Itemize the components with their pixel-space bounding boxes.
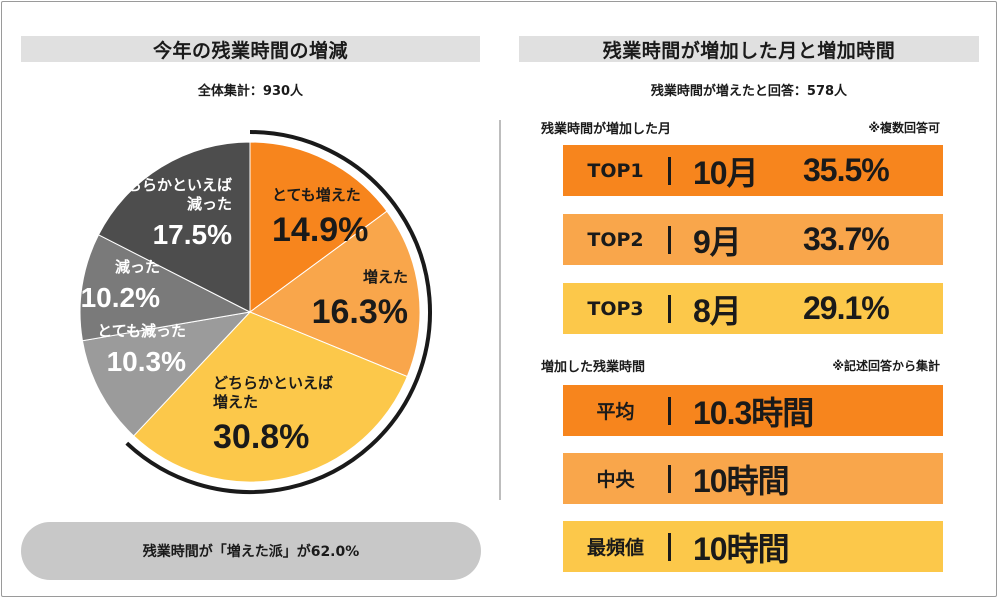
row-separator: [668, 225, 671, 254]
months-section-title: 残業時間が増加した月と増加時間: [519, 36, 979, 62]
increase-summary-text: 残業時間が「増えた派」が62.0%: [142, 544, 360, 560]
increase-respondents-label: 残業時間が増えたと回答：578人: [650, 84, 848, 99]
month-rank: TOP1: [587, 159, 644, 182]
month-value: 9月: [693, 223, 742, 260]
pie-slice-label-group: とても減った 10.3%: [97, 322, 186, 377]
pie-slice-value: 17.5%: [153, 219, 232, 250]
pie-slice-value: 14.9%: [272, 211, 368, 249]
pie-slice-label: 増えた: [363, 268, 408, 286]
hours-row-average: 平均 10.3時間: [563, 385, 943, 436]
pie-slice-label-group: とても増えた 14.9%: [272, 186, 368, 249]
hours-value: 10.3時間: [693, 394, 814, 431]
month-value: 10月: [693, 154, 759, 191]
month-row-top1: TOP1 10月 35.5%: [563, 145, 943, 196]
month-row-top3: TOP3 8月 29.1%: [563, 283, 943, 334]
pie-slice-value: 30.8%: [213, 418, 309, 456]
pie-slice: [132, 311, 408, 483]
pie-slice: [97, 141, 251, 313]
hours-heading: 増加した残業時間: [541, 360, 646, 375]
pie-slice: [249, 141, 388, 313]
pie-chart: とても増えた14.9%増えた16.3%どちらかといえば増えた30.8%とても減っ…: [79, 130, 432, 494]
pie-slice-label: どちらかといえば: [112, 176, 232, 194]
pie-slice: [248, 210, 421, 378]
row-separator: [668, 396, 671, 425]
pie-slice-label-group: 増えた 16.3%: [312, 268, 408, 331]
pie-slice-label: 減った: [115, 258, 160, 276]
section-divider: [499, 120, 501, 500]
pie-slice-value: 16.3%: [312, 293, 408, 331]
hours-label: 最頻値: [586, 537, 644, 559]
hours-label: 平均: [596, 401, 635, 423]
hours-label: 中央: [596, 469, 635, 491]
pie-total-label: 全体集計：930人: [197, 84, 304, 99]
pie-slice-label-group: 減った 10.2%: [81, 258, 160, 313]
row-separator: [668, 156, 671, 185]
pie-section-title: 今年の残業時間の増減: [21, 36, 480, 62]
row-separator: [668, 464, 671, 493]
pie-slice-label: とても減った: [97, 322, 186, 340]
pie-slice-value: 10.3%: [107, 346, 186, 377]
pie-slice: [81, 311, 252, 437]
hours-row-mode: 最頻値 10時間: [563, 521, 943, 572]
increase-summary-pill: 残業時間が「増えた派」が62.0%: [21, 522, 481, 580]
month-value: 8月: [693, 292, 742, 329]
hours-note: ※記述回答から集計: [832, 359, 940, 373]
month-rank: TOP2: [587, 228, 644, 251]
pie-slice-label: どちらかといえば: [213, 374, 333, 392]
month-percent: 29.1%: [803, 290, 890, 326]
pie-slice-label: とても増えた: [272, 186, 361, 204]
month-row-top2: TOP2 9月 33.7%: [563, 214, 943, 265]
month-percent: 33.7%: [803, 221, 890, 257]
months-note: ※複数回答可: [868, 121, 940, 135]
pie-slice-label: 減った: [187, 195, 232, 213]
pie-slice-value: 10.2%: [81, 282, 160, 313]
row-separator: [668, 532, 671, 561]
month-percent: 35.5%: [803, 152, 890, 188]
row-separator: [668, 294, 671, 323]
hours-value: 10時間: [693, 462, 790, 499]
pie-slice: [79, 234, 252, 342]
pie-slice-label: 増えた: [213, 393, 258, 411]
hours-row-median: 中央 10時間: [563, 453, 943, 504]
months-heading: 残業時間が増加した月: [541, 122, 672, 137]
month-rank: TOP3: [587, 297, 644, 320]
hours-value: 10時間: [693, 530, 790, 567]
increase-group-arc: [125, 130, 432, 494]
